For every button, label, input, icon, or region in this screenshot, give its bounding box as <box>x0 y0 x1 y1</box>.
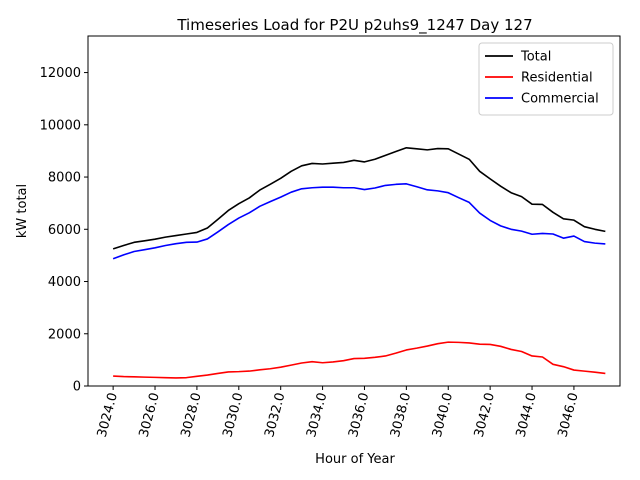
series-line-residential <box>113 341 606 379</box>
y-tick-label: 10000 <box>40 118 81 133</box>
series-line-total <box>112 146 606 250</box>
axes-frame <box>87 35 621 387</box>
y-axis-label: kW total <box>15 184 30 238</box>
legend-label-total: Total <box>520 50 551 65</box>
y-tick-label: 8000 <box>48 171 81 186</box>
y-tick-label: 0 <box>73 380 81 395</box>
legend-label-residential: Residential <box>521 71 593 86</box>
x-axis-label: Hour of Year <box>315 452 395 467</box>
legend-box <box>478 42 614 116</box>
chart-title: Timeseries Load for P2U p2uhs9_1247 Day … <box>176 16 532 35</box>
legend: Total Residential Commercial <box>478 42 614 116</box>
y-tick-label: 4000 <box>48 275 81 290</box>
y-tick-label: 2000 <box>48 327 81 342</box>
series-line-commercial <box>112 183 606 260</box>
y-tick-label: 6000 <box>48 223 81 238</box>
legend-label-commercial: Commercial <box>521 92 599 107</box>
y-tick-label: 12000 <box>40 66 81 81</box>
